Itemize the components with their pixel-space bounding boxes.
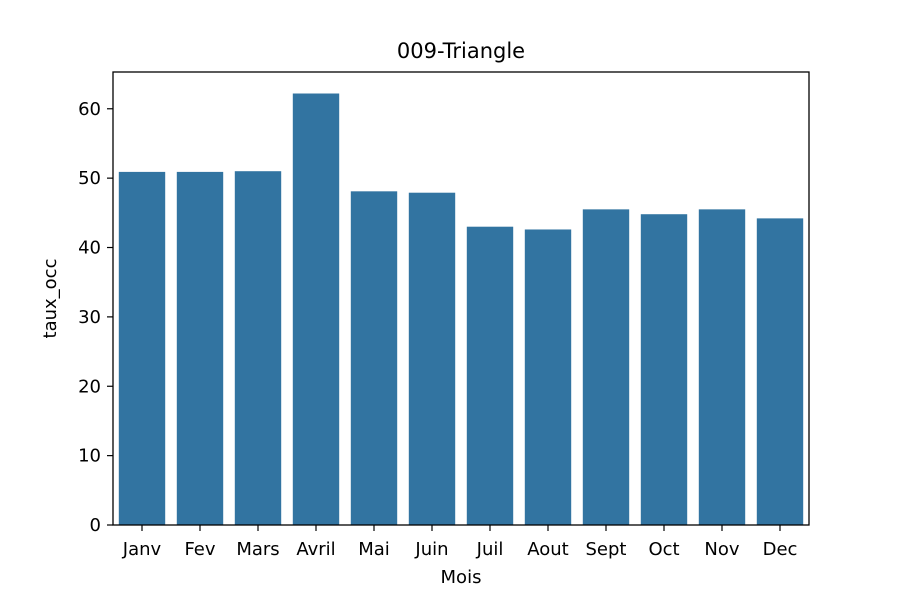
x-tick-label: Janv <box>122 539 162 560</box>
y-tick-label: 30 <box>78 307 101 328</box>
y-tick-label: 60 <box>78 99 101 120</box>
y-tick-label: 10 <box>78 446 101 467</box>
chart-title: 009-Triangle <box>397 39 525 63</box>
bar-nov <box>698 209 746 525</box>
y-tick-label: 50 <box>78 168 101 189</box>
bar-dec <box>756 218 804 526</box>
x-tick-label: Nov <box>704 539 739 560</box>
bar-sept <box>582 209 630 525</box>
bar-aout <box>524 229 572 525</box>
bar-oct <box>640 214 688 525</box>
x-tick-label: Aout <box>527 539 568 560</box>
x-tick-label: Avril <box>296 539 335 560</box>
x-tick-label: Sept <box>586 539 627 560</box>
x-tick-label: Dec <box>763 539 798 560</box>
bar-fev <box>176 171 224 525</box>
bars-layer <box>118 93 804 526</box>
bar-mai <box>350 191 398 525</box>
x-tick-label: Juil <box>476 539 504 560</box>
y-tick-label: 40 <box>78 238 101 259</box>
x-tick-label: Mars <box>236 539 279 560</box>
y-tick-label: 20 <box>78 376 101 397</box>
x-tick-label: Juin <box>414 539 448 560</box>
plot-frame <box>112 71 810 526</box>
bar-mars <box>234 171 282 525</box>
x-tick-label: Fev <box>184 539 215 560</box>
y-axis-ticks: 0 10 20 30 40 50 60 <box>78 99 113 536</box>
bar-avril <box>292 93 340 525</box>
bar-juin <box>408 192 456 525</box>
bar-janv <box>118 171 166 525</box>
y-axis-label: taux_occ <box>40 259 61 339</box>
x-tick-label: Mai <box>358 539 390 560</box>
bar-juil <box>466 226 514 526</box>
x-tick-label: Oct <box>648 539 679 560</box>
x-axis-label: Mois <box>441 567 482 588</box>
x-axis-ticks: Janv Fev Mars Avril Mai Juin Juil Aout Sept Oct No… <box>122 525 798 560</box>
y-tick-label: 0 <box>90 515 101 536</box>
